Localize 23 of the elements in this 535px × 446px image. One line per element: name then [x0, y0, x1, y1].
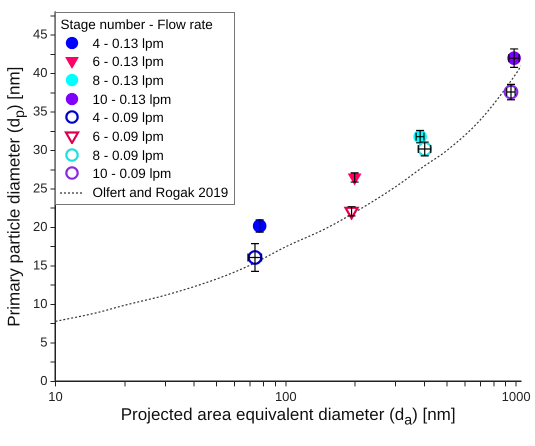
x-tick-label: 1000	[502, 388, 531, 404]
legend-label: 10 - 0.13 lpm	[92, 92, 172, 107]
legend-label: 10 - 0.09 lpm	[92, 166, 172, 182]
y-tick-label: 45	[32, 26, 48, 42]
y-tick-label: 20	[32, 219, 48, 234]
x-axis-title: Projected area equivalent diameter (d$_{a}$) [nm]	[120, 405, 456, 429]
legend-label: 4 - 0.13 lpm	[92, 36, 164, 51]
y-tick-label: 0	[40, 372, 48, 388]
legend-label: 6 - 0.09 lpm	[92, 128, 164, 144]
legend-label: 8 - 0.09 lpm	[92, 148, 164, 163]
y-tick-label: 25	[32, 180, 48, 196]
legend-title: Stage number - Flow rate	[60, 16, 214, 34]
legend-label: 8 - 0.13 lpm	[92, 72, 164, 88]
legend-label: 4 - 0.09 lpm	[92, 110, 164, 126]
y-tick-label: 15	[32, 258, 48, 273]
y-tick-label: 35	[32, 104, 48, 119]
legend-label: Olfert and Rogak 2019	[92, 185, 228, 200]
x-tick-label: 100	[274, 388, 297, 404]
y-tick-label: 40	[32, 65, 48, 80]
y-tick-label: 10	[32, 296, 48, 312]
y-tick-label: 30	[32, 142, 48, 158]
y-tick-label: 5	[40, 334, 48, 350]
legend-label: 6 - 0.13 lpm	[92, 54, 164, 70]
